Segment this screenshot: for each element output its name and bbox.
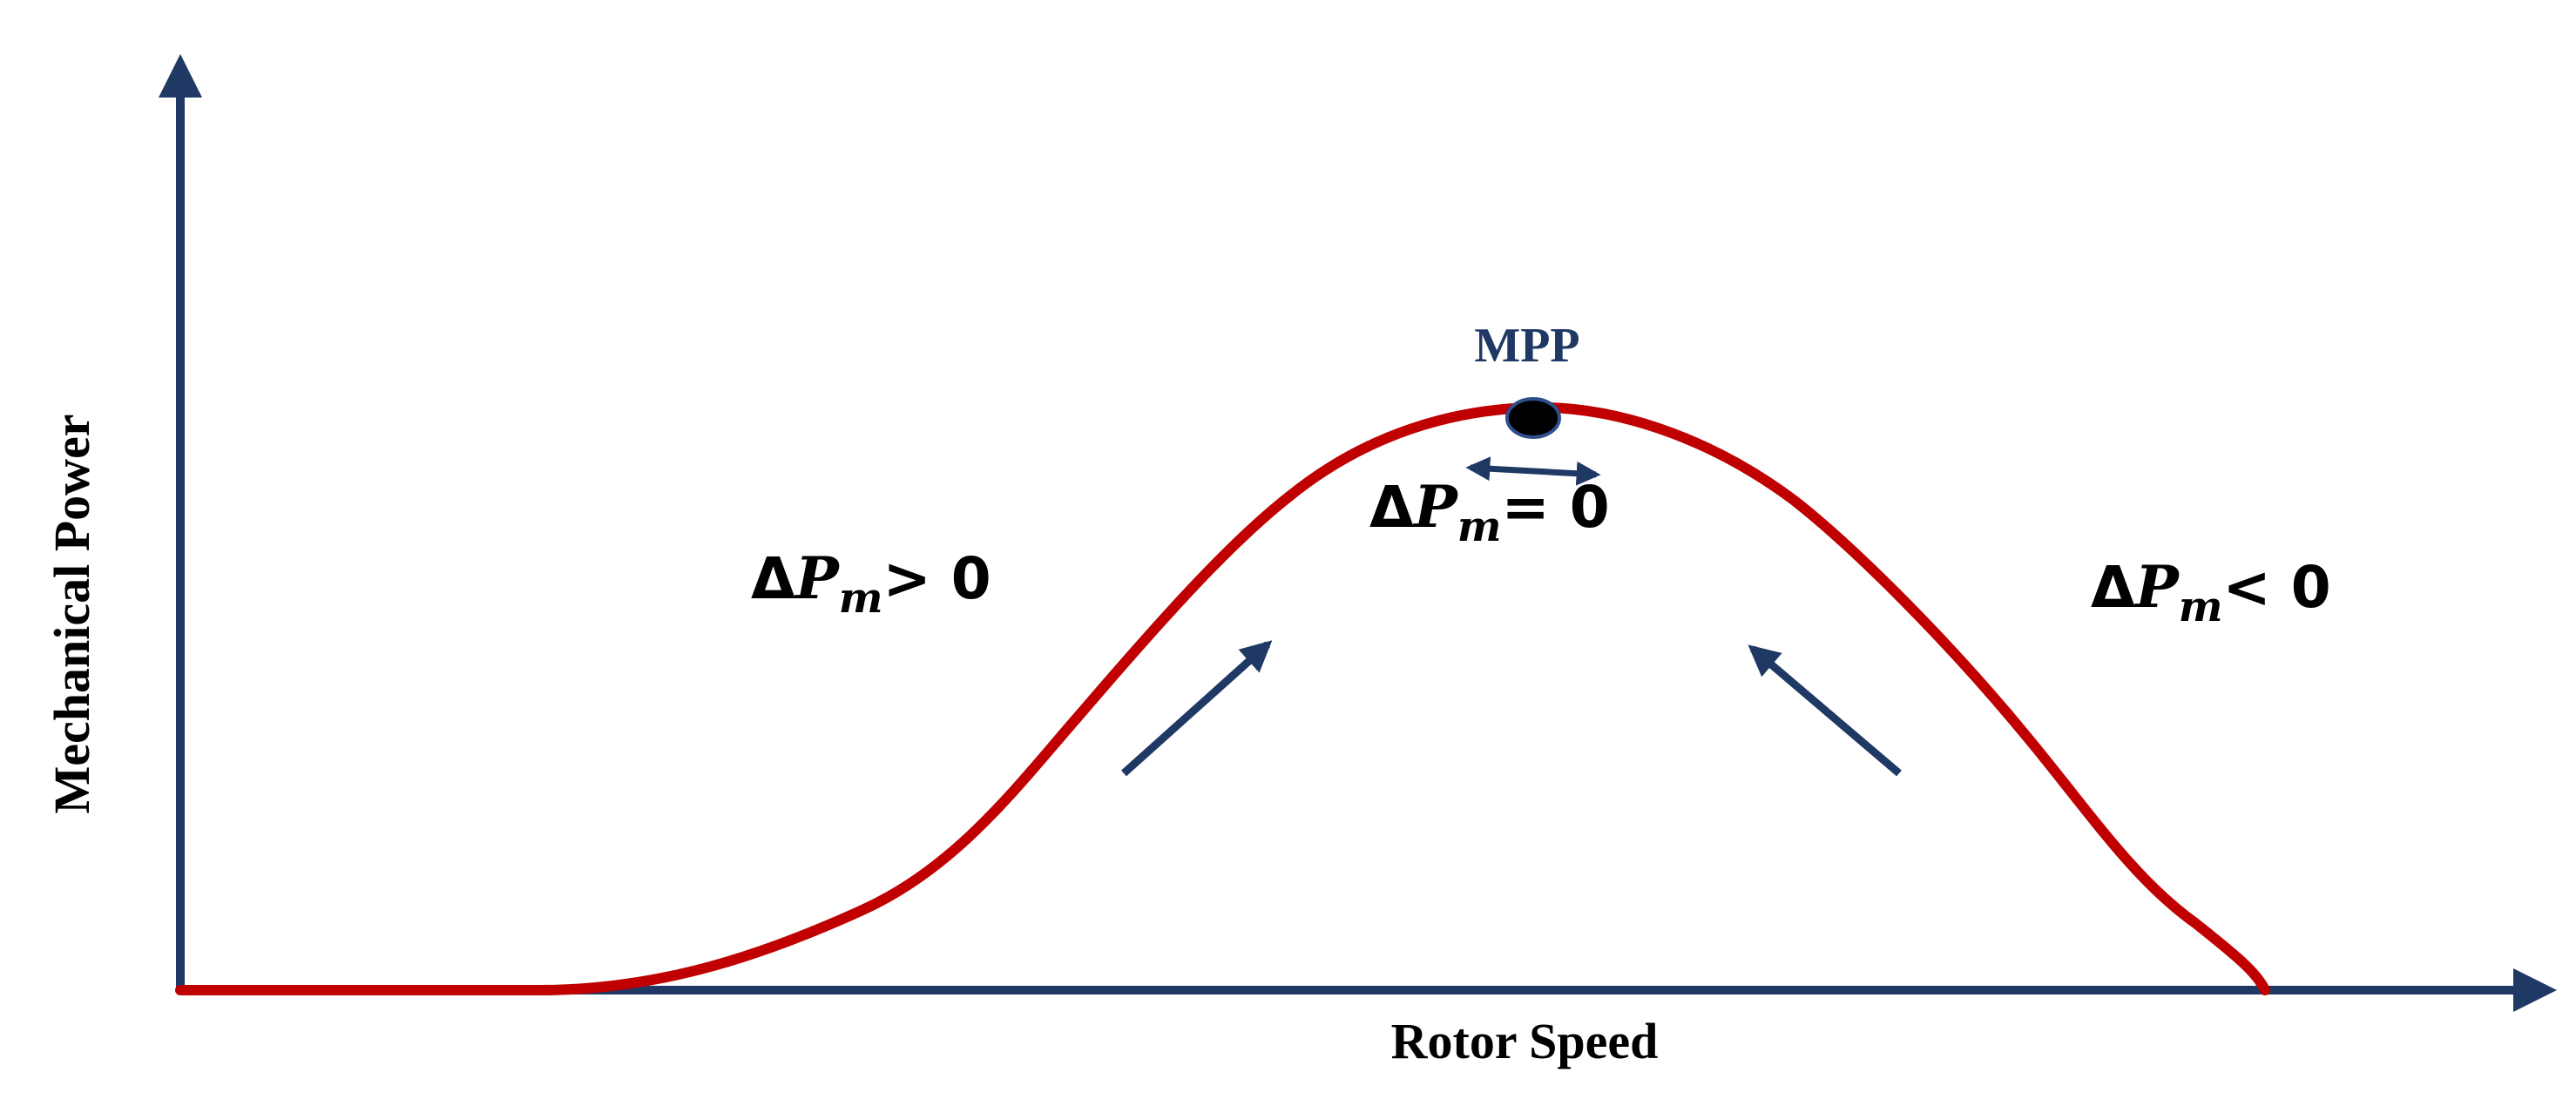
y-axis-title: Mechanical Power — [44, 414, 100, 813]
delta-pm-negative-label: ΔPm< 0 — [2091, 553, 2331, 631]
delta-pm-zero-label: ΔPm= 0 — [1369, 473, 1610, 551]
double-arrow-at-mpp — [1465, 456, 1601, 486]
right-uphill-arrow — [1748, 644, 1902, 777]
mpp-point — [1505, 397, 1561, 439]
mpp-label: MPP — [1474, 319, 1579, 373]
x-axis-title: Rotor Speed — [1391, 1013, 1659, 1069]
delta-pm-positive-label: ΔPm> 0 — [751, 544, 991, 623]
left-uphill-arrow — [1120, 640, 1273, 777]
power-curve — [175, 401, 2270, 995]
